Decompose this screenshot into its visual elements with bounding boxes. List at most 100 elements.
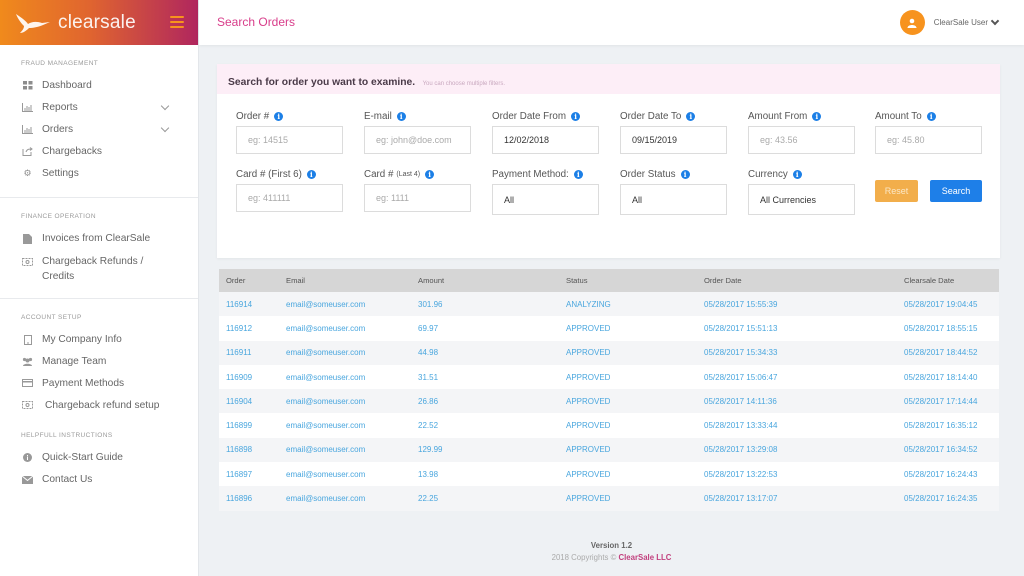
- nav-section-title: FRAUD MANAGEMENT: [21, 60, 99, 67]
- payment-method-select[interactable]: All: [492, 184, 599, 215]
- table-row[interactable]: 116898 email@someuser.com 129.99 APPROVE…: [219, 437, 999, 463]
- field-label: Order #: [236, 110, 270, 122]
- table-row[interactable]: 116911 email@someuser.com 44.98 APPROVED…: [219, 340, 999, 365]
- chevron-down-icon[interactable]: [990, 16, 1000, 26]
- order-status-select[interactable]: All: [620, 184, 727, 215]
- sidebar-item-chargeback-refund-setup[interactable]: Chargeback refund setup: [0, 394, 198, 416]
- table-row[interactable]: 116914 email@someuser.com 301.96 ANALYZI…: [219, 292, 999, 317]
- order-id[interactable]: 116911: [226, 348, 252, 358]
- order-date: 05/28/2017 15:34:33: [704, 348, 778, 358]
- table-row[interactable]: 116912 email@someuser.com 69.97 APPROVED…: [219, 316, 999, 341]
- order-date-to-input[interactable]: 09/15/2019: [620, 126, 727, 154]
- order-email[interactable]: email@someuser.com: [286, 323, 366, 333]
- order-email[interactable]: email@someuser.com: [286, 396, 366, 406]
- column-header-email[interactable]: Email: [286, 276, 305, 285]
- reset-button[interactable]: Reset: [875, 180, 918, 202]
- table-row[interactable]: 116899 email@someuser.com 22.52 APPROVED…: [219, 413, 999, 438]
- order-id[interactable]: 116904: [226, 396, 253, 406]
- order-id[interactable]: 116898: [226, 445, 253, 455]
- sidebar-item-label: Dashboard: [42, 80, 92, 92]
- order-date: 05/28/2017 15:55:39: [704, 299, 778, 309]
- table-row[interactable]: 116909 email@someuser.com 31.51 APPROVED…: [219, 364, 999, 390]
- sidebar-item-chargebacks[interactable]: Chargebacks: [0, 140, 198, 162]
- avatar[interactable]: [899, 10, 925, 35]
- page-title: Search Orders: [217, 15, 296, 29]
- column-header-order-date[interactable]: Order Date: [704, 276, 742, 285]
- order-date: 05/28/2017 13:17:07: [704, 494, 778, 504]
- clearsale-date: 05/28/2017 19:04:45: [904, 299, 978, 309]
- amount-to-field: Amount To i eg: 45.80: [875, 110, 983, 154]
- table-row[interactable]: 116897 email@someuser.com 13.98 APPROVED…: [219, 462, 999, 487]
- sidebar-item-label: Chargeback Refunds / Credits: [42, 255, 144, 282]
- order-email[interactable]: email@someuser.com: [286, 299, 366, 309]
- order-email[interactable]: email@someuser.com: [286, 494, 366, 504]
- card-first-six-input[interactable]: eg: 411111: [236, 184, 343, 212]
- column-header-status[interactable]: Status: [566, 276, 588, 285]
- sidebar-item-payment-methods[interactable]: Payment Methods: [0, 372, 198, 394]
- sidebar-item-contact-us[interactable]: Contact Us: [0, 469, 198, 491]
- info-icon[interactable]: i: [274, 111, 284, 121]
- email-input[interactable]: eg: john@doe.com: [364, 126, 471, 154]
- order-id[interactable]: 116909: [226, 372, 253, 382]
- info-icon[interactable]: i: [306, 169, 316, 179]
- column-header-order[interactable]: Order: [226, 276, 246, 285]
- chevron-down-icon[interactable]: [160, 101, 170, 111]
- order-amount: 69.97: [418, 323, 439, 333]
- amount-to-input[interactable]: eg: 45.80: [875, 126, 982, 154]
- clearsale-date: 05/28/2017 16:24:43: [904, 469, 978, 479]
- column-header-amount[interactable]: Amount: [418, 276, 445, 285]
- sidebar-item-reports[interactable]: Reports: [0, 97, 198, 119]
- info-icon[interactable]: i: [573, 169, 583, 179]
- chevron-down-icon[interactable]: [160, 123, 170, 132]
- info-icon[interactable]: i: [680, 169, 690, 179]
- menu-toggle-icon[interactable]: [170, 16, 184, 28]
- order-amount: 301.96: [418, 299, 443, 309]
- currency-select[interactable]: All Currencies: [748, 184, 855, 215]
- order-email[interactable]: email@someuser.com: [286, 421, 366, 431]
- order-email[interactable]: email@someuser.com: [286, 348, 366, 358]
- field-label: Order Status: [620, 168, 676, 180]
- sidebar-item-label: Orders: [42, 123, 74, 135]
- order-number-input[interactable]: eg: 14515: [236, 126, 343, 154]
- order-status: APPROVED: [566, 494, 611, 504]
- copyright: 2018 Copyrights © ClearSale LLC: [199, 553, 1024, 562]
- search-button[interactable]: Search: [930, 180, 982, 202]
- order-email[interactable]: email@someuser.com: [286, 372, 366, 382]
- card-last-four-input[interactable]: eg: 1111: [364, 184, 471, 212]
- table-row[interactable]: 116896 email@someuser.com 22.25 APPROVED…: [219, 486, 999, 511]
- order-date-from-input[interactable]: 12/02/2018: [492, 126, 599, 154]
- info-icon[interactable]: i: [792, 169, 802, 179]
- sidebar-item-manage-team[interactable]: Manage Team: [0, 351, 198, 373]
- order-email[interactable]: email@someuser.com: [286, 469, 366, 479]
- column-header-clearsale-date[interactable]: Clearsale Date: [904, 276, 955, 285]
- field-label-small: (Last 4): [396, 170, 421, 178]
- sidebar-item-chargeback-refunds[interactable]: Chargeback Refunds / Credits: [0, 250, 198, 288]
- sidebar-item-company-info[interactable]: My Company Info: [0, 329, 198, 351]
- sidebar-item-invoices[interactable]: Invoices from ClearSale: [0, 228, 198, 250]
- company-link[interactable]: ClearSale LLC: [618, 553, 672, 562]
- info-icon[interactable]: i: [571, 111, 581, 121]
- info-icon[interactable]: i: [926, 111, 936, 121]
- amount-from-field: Amount From i eg: 43.56: [748, 110, 856, 154]
- sidebar-item-dashboard[interactable]: Dashboard: [0, 75, 198, 97]
- amount-from-input[interactable]: eg: 43.56: [748, 126, 855, 154]
- info-icon[interactable]: i: [812, 111, 822, 121]
- order-id[interactable]: 116896: [226, 494, 253, 504]
- order-number-field: Order # i eg: 14515: [236, 110, 344, 154]
- info-icon[interactable]: i: [425, 169, 435, 179]
- order-id[interactable]: 116912: [226, 323, 253, 333]
- order-id[interactable]: 116899: [226, 421, 253, 431]
- info-icon[interactable]: i: [396, 111, 406, 121]
- sidebar-item-settings[interactable]: ⚙ Settings: [0, 162, 198, 184]
- order-status: APPROVED: [566, 396, 611, 406]
- order-status: APPROVED: [566, 323, 611, 333]
- sidebar-item-quick-start-guide[interactable]: Quick-Start Guide: [0, 447, 198, 469]
- order-id[interactable]: 116897: [226, 469, 253, 479]
- order-email[interactable]: email@someuser.com: [286, 445, 366, 455]
- info-icon[interactable]: i: [686, 111, 696, 121]
- table-row[interactable]: 116904 email@someuser.com 26.86 APPROVED…: [219, 389, 999, 414]
- sidebar-item-orders[interactable]: Orders: [0, 119, 198, 141]
- order-id[interactable]: 116914: [226, 299, 253, 309]
- user-menu[interactable]: ClearSale User: [899, 10, 1000, 35]
- orders-table: Order Email Amount Status Order Date Cle…: [219, 269, 999, 511]
